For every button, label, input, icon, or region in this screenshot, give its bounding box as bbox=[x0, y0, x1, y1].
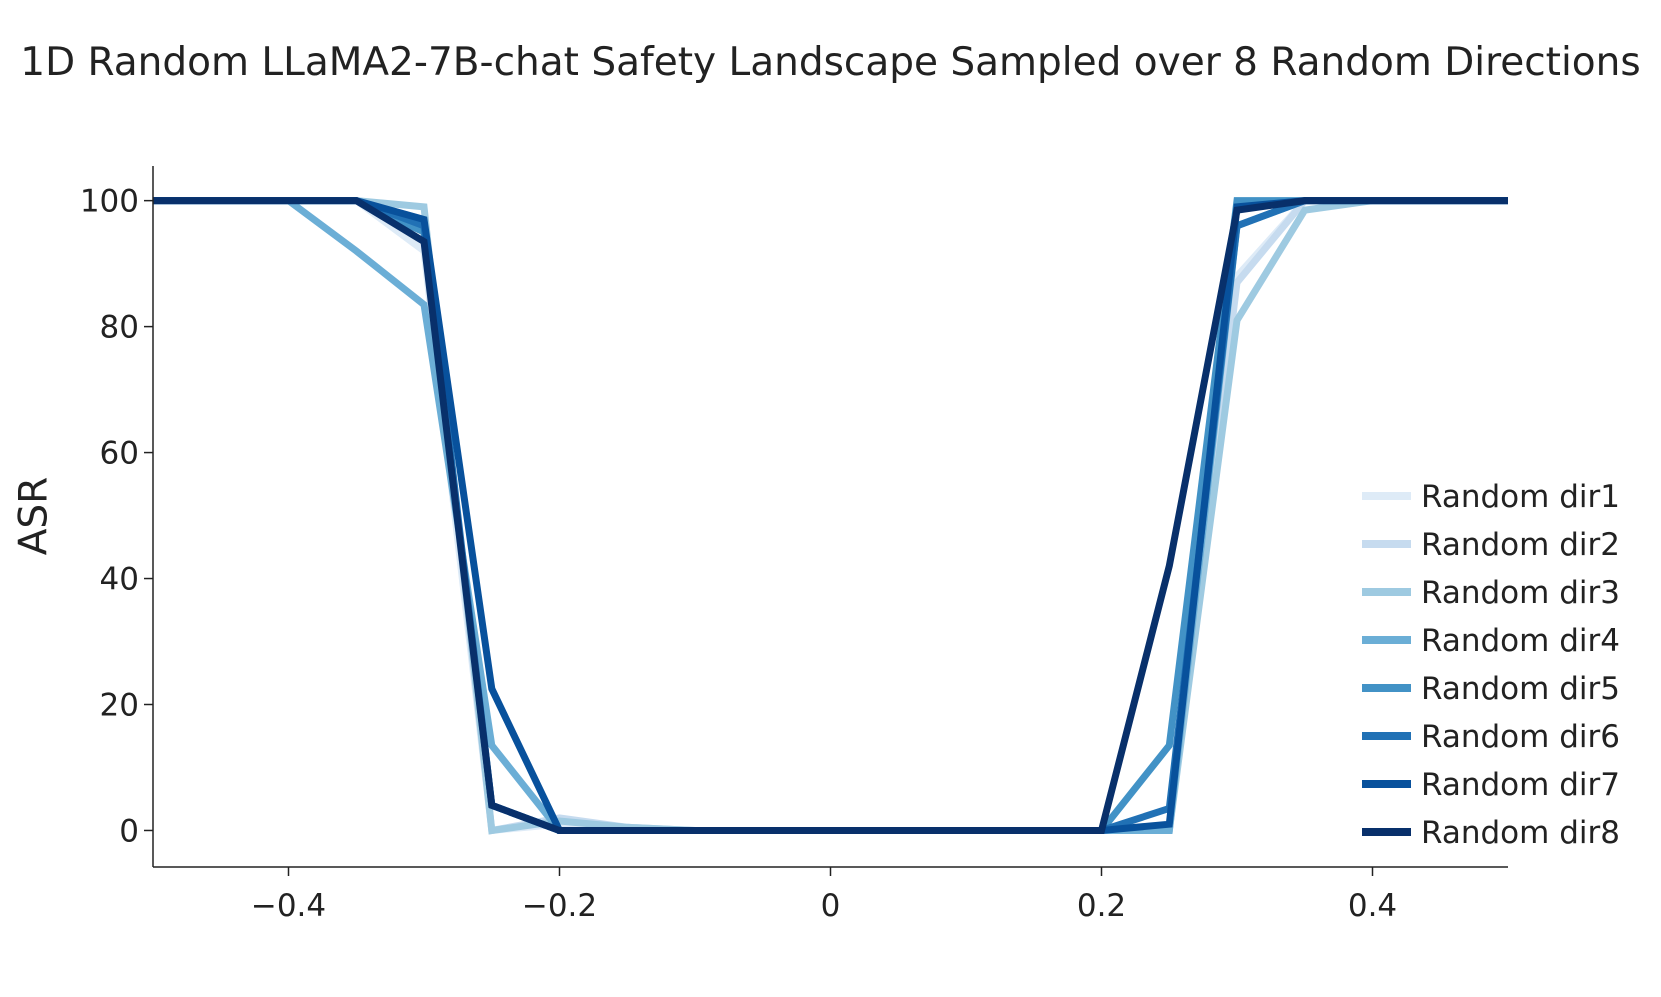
y-ticks: 0 20 40 60 80 100 bbox=[80, 184, 153, 849]
x-tick-label: 0 bbox=[821, 888, 841, 924]
series-line-dir6 bbox=[153, 197, 1508, 834]
legend-label-dir8: Random dir8 bbox=[1421, 815, 1620, 851]
series-line-dir7 bbox=[153, 197, 1508, 834]
series-line-dir5 bbox=[153, 197, 1508, 834]
x-ticks: −0.4 −0.2 0 0.2 0.4 bbox=[251, 867, 1397, 924]
legend-label-dir6: Random dir6 bbox=[1421, 719, 1620, 755]
y-tick-label: 60 bbox=[100, 436, 139, 472]
x-tick-label: 0.2 bbox=[1077, 888, 1126, 924]
series-line-dir1 bbox=[153, 197, 1508, 835]
y-tick-label: 80 bbox=[100, 310, 139, 346]
x-tick-label: −0.4 bbox=[251, 888, 326, 924]
series-line-dir8 bbox=[153, 197, 1508, 834]
legend-label-dir1: Random dir1 bbox=[1421, 479, 1620, 515]
series-line-dir3 bbox=[153, 197, 1508, 835]
legend-label-dir4: Random dir4 bbox=[1421, 623, 1620, 659]
series-line-dir4 bbox=[153, 197, 1508, 834]
y-tick-label: 0 bbox=[119, 813, 139, 849]
legend: Random dir1 Random dir2 Random dir3 Random … bbox=[1362, 479, 1620, 851]
legend-label-dir3: Random dir3 bbox=[1421, 575, 1620, 611]
x-tick-label: 0.4 bbox=[1348, 888, 1397, 924]
y-axis-label: ASR bbox=[12, 477, 57, 556]
legend-label-dir7: Random dir7 bbox=[1421, 767, 1620, 803]
y-tick-label: 100 bbox=[80, 184, 139, 220]
legend-label-dir2: Random dir2 bbox=[1421, 527, 1620, 563]
legend-label-dir5: Random dir5 bbox=[1421, 671, 1620, 707]
chart-title: 1D Random LLaMA2-7B-chat Safety Landscap… bbox=[20, 40, 1641, 85]
y-tick-label: 20 bbox=[100, 688, 139, 724]
series-layer bbox=[153, 197, 1508, 835]
x-tick-label: −0.2 bbox=[522, 888, 597, 924]
series-line-dir2 bbox=[153, 197, 1508, 835]
y-tick-label: 40 bbox=[100, 562, 139, 598]
